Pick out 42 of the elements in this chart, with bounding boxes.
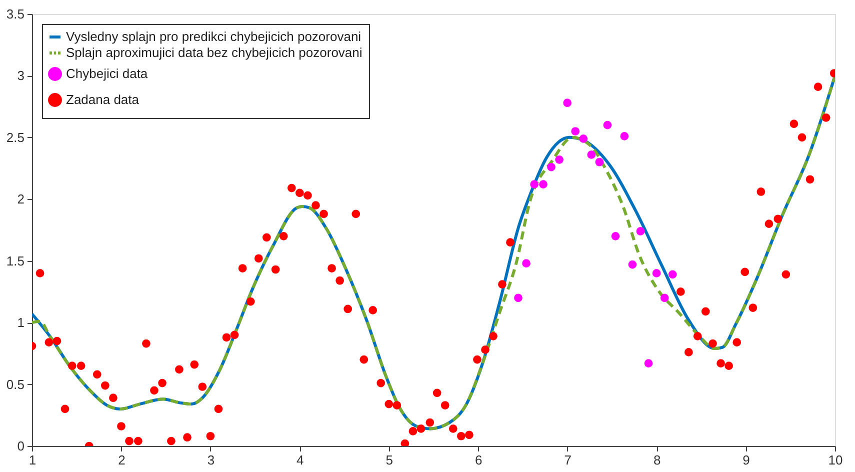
x-tick-label: 2	[118, 452, 126, 468]
point	[611, 232, 620, 240]
y-tick-label: 0.5	[6, 376, 24, 392]
y-tick-label: 1.5	[6, 253, 24, 268]
x-tick-label: 9	[742, 452, 750, 468]
x-tick-label: 5	[386, 452, 394, 468]
point	[530, 180, 539, 189]
point	[652, 269, 661, 278]
legend-label: Zadana data	[66, 92, 140, 107]
point	[628, 260, 637, 269]
point	[555, 155, 564, 164]
y-tick-label: 3	[17, 68, 24, 84]
point	[522, 259, 530, 268]
y-tick-label: 3.5	[6, 6, 24, 22]
point	[668, 270, 677, 279]
point	[620, 132, 629, 140]
y-tick-label: 1	[17, 315, 24, 330]
point	[603, 120, 612, 130]
y-tick-label: 2	[17, 192, 24, 207]
point	[547, 162, 556, 172]
x-tick-label: 4	[296, 452, 304, 468]
point	[539, 180, 548, 189]
y-tick-label: 2.5	[6, 130, 24, 145]
legend-label: Vysledny splajn pro predikci chybejicich pozorovani	[66, 29, 362, 44]
point	[563, 98, 572, 108]
point	[660, 294, 669, 302]
x-tick-label: 6	[474, 452, 482, 468]
point	[579, 134, 588, 143]
point	[636, 227, 645, 236]
x-tick-label: 3	[207, 452, 215, 468]
point	[571, 127, 580, 136]
y-tick-label: 0	[17, 438, 24, 454]
x-tick-label: 1	[28, 452, 36, 468]
point	[644, 359, 653, 368]
legend-label: Splajn aproximujici data bez chybejicich pozorovani	[66, 45, 362, 60]
x-tick-label: 10	[828, 452, 843, 468]
legend-label: Chybejici data	[66, 66, 148, 81]
point	[514, 294, 522, 302]
point	[595, 158, 604, 166]
point	[587, 150, 596, 159]
x-tick-label: 8	[653, 452, 661, 468]
x-tick-label: 7	[564, 452, 572, 468]
